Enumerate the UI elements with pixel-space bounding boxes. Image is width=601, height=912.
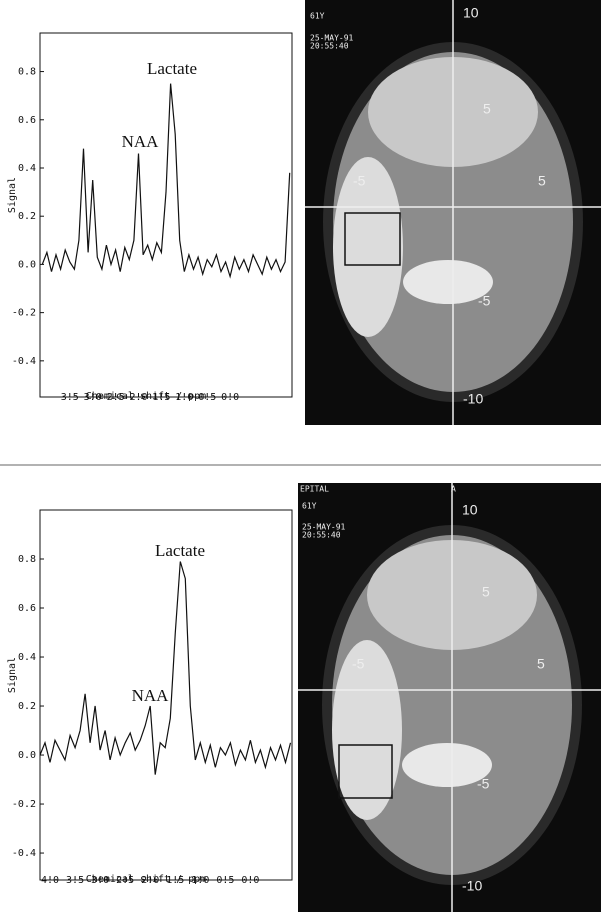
x-tick-label: 4.0	[41, 875, 59, 886]
y-tick-label: 0.8	[18, 554, 36, 565]
y-tick-label: 0.0	[18, 750, 36, 761]
mri-lesion	[333, 157, 403, 337]
scale-label: 5	[537, 656, 545, 672]
scale-label: 5	[538, 173, 546, 189]
y-tick-label: 0.4	[18, 163, 36, 174]
scale-label: -5	[477, 776, 490, 792]
annotation: Lactate	[147, 59, 197, 78]
image-label: 61Y	[302, 502, 317, 511]
y-tick-label: 0.6	[18, 603, 36, 614]
y-tick-label: -0.2	[12, 308, 36, 319]
image-label: 20:55:40	[302, 531, 341, 540]
x-tick-label: 0.5	[216, 875, 234, 886]
scale-label: 10	[463, 5, 479, 21]
figure: -0.4-0.20.00.20.40.60.83.53.02.52.01.51.…	[0, 0, 601, 912]
y-tick-label: 0.6	[18, 115, 36, 126]
page: {"chart_data": [ {"type": "line", "color…	[0, 0, 601, 912]
scale-label: 10	[462, 502, 478, 518]
scale-label: -10	[463, 391, 483, 407]
y-tick-label: -0.4	[12, 848, 36, 859]
scale-label: -5	[478, 293, 491, 309]
x-tick-label: 3.5	[66, 875, 84, 886]
y-tick-label: 0.2	[18, 211, 36, 222]
x-tick-label: 3.5	[61, 392, 79, 403]
x-tick-label: 0.0	[221, 392, 239, 403]
scale-label: -10	[462, 878, 482, 894]
spectrum-line	[40, 562, 291, 775]
y-tick-label: 0.2	[18, 701, 36, 712]
y-tick-label: -0.4	[12, 356, 36, 367]
x-axis-label: Chemical shift / ppm	[86, 874, 206, 885]
image-label: A	[451, 485, 456, 494]
y-tick-label: 0.0	[18, 259, 36, 270]
y-axis-label: Signal	[7, 177, 18, 213]
plot-frame	[40, 33, 292, 397]
y-tick-label: 0.8	[18, 67, 36, 78]
x-tick-label: 0.0	[241, 875, 259, 886]
scale-label: -5	[353, 173, 366, 189]
image-label: EPITAL	[300, 485, 329, 494]
scale-label: 5	[482, 584, 490, 600]
annotation: NAA	[122, 132, 160, 151]
y-tick-label: 0.4	[18, 652, 36, 663]
annotation: NAA	[132, 686, 170, 705]
y-axis-label: Signal	[7, 657, 18, 693]
spectrum-line	[42, 84, 289, 277]
annotation: Lactate	[155, 541, 205, 560]
y-tick-label: -0.2	[12, 799, 36, 810]
x-axis-label: Chemical shift / ppm	[86, 391, 206, 402]
scale-label: 5	[483, 101, 491, 117]
scale-label: -5	[352, 656, 365, 672]
image-label: 20:55:40	[310, 42, 349, 51]
image-label: 61Y	[310, 12, 325, 21]
